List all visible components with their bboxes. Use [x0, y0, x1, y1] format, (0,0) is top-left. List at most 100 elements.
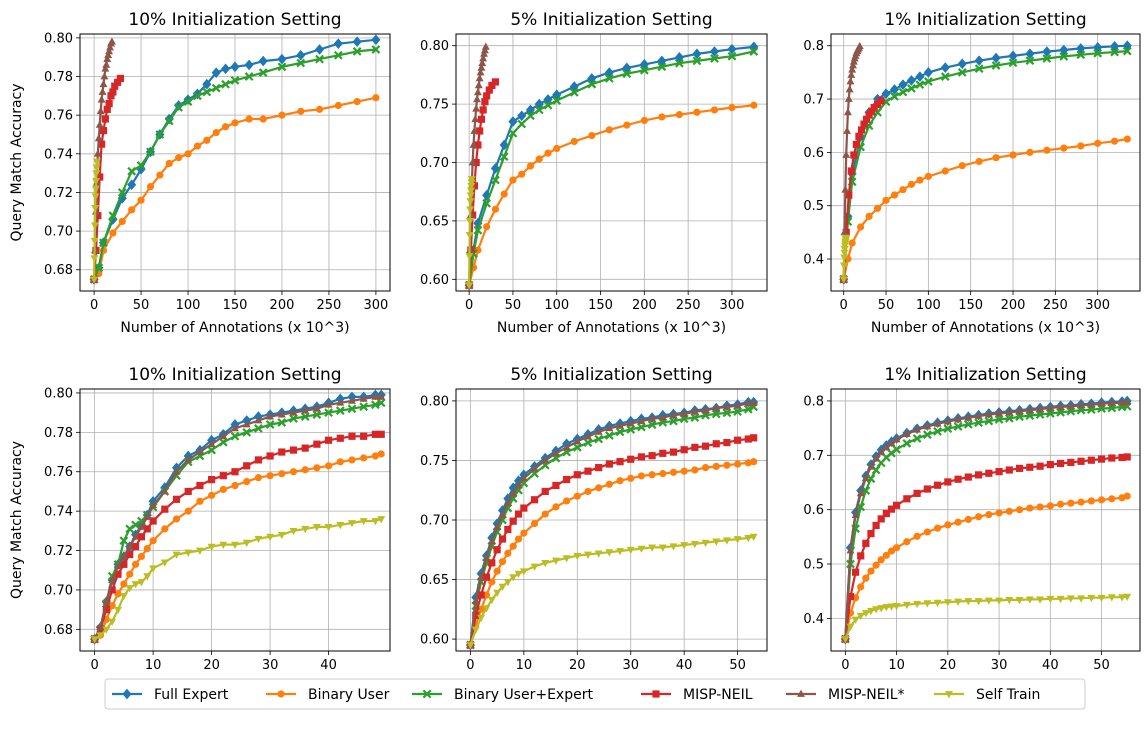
data-point-binary-user-expert-stroke [207, 445, 216, 455]
data-point-misp-neil [93, 149, 102, 157]
x-tick-label: 50 [1093, 658, 1110, 673]
data-point-self-train [137, 579, 146, 587]
data-point-misp-neil [301, 406, 310, 414]
x-tick-label: 50 [133, 298, 150, 313]
data-point-misp-neil [371, 430, 379, 438]
chart-title: 1% Initialization Setting [884, 10, 1086, 30]
data-point-binary-user [872, 561, 880, 569]
data-point-misp-neil [995, 468, 1003, 476]
series-binary-user-expert [840, 402, 1132, 644]
data-point-misp-neil [842, 150, 851, 158]
data-point-misp-neil [1097, 455, 1106, 463]
data-point-binary-user [750, 458, 758, 466]
data-point-binary-user [903, 538, 911, 546]
axes-frame [455, 33, 768, 292]
data-point-misp-neil [143, 525, 151, 533]
data-point-binary-user [553, 144, 561, 153]
data-point-binary-user-expert [491, 175, 500, 185]
data-point-binary-user-expert-stroke [615, 427, 625, 437]
data-point-binary-user-expert [258, 68, 268, 78]
data-point-binary-user-expert [352, 47, 362, 56]
data-point-binary-user-expert [155, 130, 165, 139]
data-point-misp-neil [627, 455, 635, 463]
series-line-misp-neil [844, 455, 1128, 640]
data-point-self-train [324, 524, 333, 532]
data-point-binary-user-expert-stroke [622, 69, 632, 79]
data-point-misp-neil [846, 593, 855, 601]
data-point-misp-neil [1025, 405, 1034, 414]
x-tick-label: 50 [505, 298, 522, 313]
data-point-binary-user-expert-stroke [583, 438, 593, 447]
series-misp-neil [90, 392, 386, 643]
data-point-binary-user-expert [254, 424, 263, 433]
data-point-binary-user [1009, 151, 1017, 159]
data-point-misp-neil [481, 42, 490, 50]
data-point-binary-user [882, 551, 890, 559]
data-point-self-train [1107, 594, 1116, 602]
data-point-binary-user-expert-stroke [244, 72, 254, 81]
data-point-binary-user-expert [131, 520, 140, 530]
data-point-binary-user [1056, 500, 1065, 508]
y-tick-label: 0.7 [803, 449, 824, 464]
data-point-self-train [90, 636, 99, 644]
data-point-misp-neil [944, 478, 952, 486]
data-point-binary-user [371, 452, 379, 460]
x-tick-label: 40 [1042, 658, 1059, 673]
data-point-self-train [839, 262, 848, 270]
data-point-binary-user-expert-stroke [1025, 56, 1035, 66]
data-point-binary-user [509, 176, 517, 184]
data-point-misp-neil [851, 510, 860, 518]
data-point-misp-neil [616, 458, 624, 466]
y-tick-label: 0.7 [803, 93, 824, 108]
data-point-binary-user [498, 558, 507, 566]
data-point-full-expert [727, 43, 737, 55]
data-point-binary-user-expert-stroke [136, 161, 146, 170]
series-misp-neil [841, 397, 1132, 642]
data-point-full-expert [315, 44, 325, 55]
data-point-misp-neil [877, 515, 885, 523]
data-point-misp-neil [855, 132, 863, 140]
data-point-binary-user [175, 154, 183, 162]
data-point-binary-user [627, 474, 635, 482]
data-point-binary-user-expert-stroke [1015, 412, 1024, 422]
data-point-binary-user-expert [902, 438, 912, 448]
data-point-binary-user [1123, 492, 1131, 500]
data-point-self-train [690, 540, 699, 549]
data-point-binary-user [477, 605, 485, 613]
data-point-self-train [974, 598, 983, 606]
data-point-binary-user [266, 472, 274, 480]
data-point-misp-neil [862, 115, 871, 123]
data-point-self-train [1005, 597, 1014, 605]
data-point-misp-neil [943, 417, 952, 425]
data-point-binary-user [530, 519, 539, 528]
data-point-self-train [995, 597, 1004, 605]
data-point-self-train [680, 542, 689, 550]
data-point-self-train [465, 282, 474, 290]
data-point-self-train [1015, 597, 1024, 605]
data-point-binary-user [254, 474, 262, 482]
data-point-misp-neil [616, 421, 625, 429]
data-point-binary-user-expert [211, 83, 221, 93]
data-point-full-expert [974, 55, 984, 66]
data-point-misp-neil [208, 476, 216, 484]
data-point-misp-neil [509, 517, 517, 525]
data-point-misp-neil [131, 542, 140, 551]
legend-item-binary-user: Binary User [266, 687, 390, 703]
data-point-binary-user [605, 126, 613, 134]
data-point-binary-user-expert [898, 87, 908, 97]
data-point-self-train [336, 522, 345, 530]
y-tick-label: 0.80 [420, 39, 449, 54]
data-point-binary-user-expert [722, 408, 732, 418]
data-point-misp-neil [324, 436, 333, 444]
data-point-binary-user-expert [335, 406, 345, 416]
data-point-binary-user [509, 542, 517, 550]
data-point-binary-user-expert-stroke [907, 84, 916, 93]
legend-label: Full Expert [154, 687, 229, 703]
data-point-misp-neil [882, 509, 890, 518]
data-point-misp-neil [882, 442, 891, 451]
data-point-binary-user [857, 583, 865, 591]
data-point-binary-user [137, 552, 146, 561]
legend-box [104, 678, 1086, 710]
data-point-binary-user [693, 108, 701, 116]
data-point-binary-user-expert [473, 225, 483, 235]
